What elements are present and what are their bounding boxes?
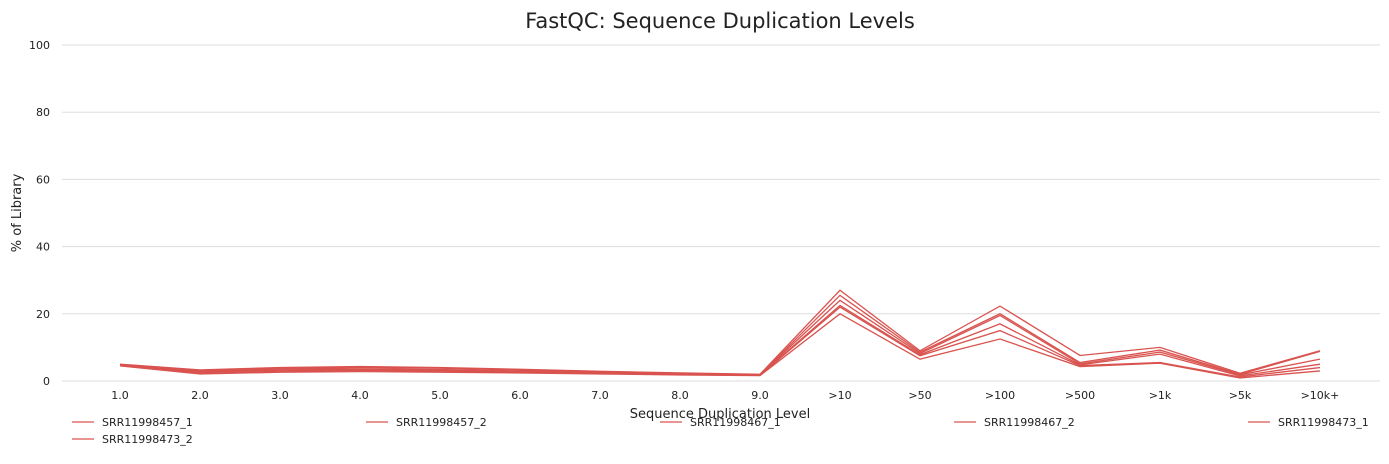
series-line-SRR11998473_2 (119, 313, 1321, 379)
series-line-SRR11998457_1 (119, 289, 1321, 375)
series-lines (119, 289, 1321, 379)
legend-item-SRR11998457_2[interactable]: SRR11998457_2 (366, 416, 487, 429)
x-axis-title: Sequence Duplication Level (630, 407, 810, 422)
legend-item-SRR11998457_1[interactable]: SRR11998457_1 (72, 416, 193, 429)
x-tick-label: 9.0 (751, 389, 769, 402)
x-tick-label: >10k+ (1301, 389, 1340, 402)
x-tick-label: >1k (1149, 389, 1172, 402)
legend-label: SRR11998457_2 (396, 416, 487, 429)
y-tick-label: 40 (36, 241, 50, 254)
x-tick-label: >5k (1229, 389, 1252, 402)
y-axis-title: % of Library (10, 173, 25, 252)
y-tick-label: 60 (36, 173, 50, 186)
gridlines (62, 44, 1380, 382)
legend-label: SRR11998467_2 (984, 416, 1075, 429)
legend-item-SRR11998473_2[interactable]: SRR11998473_2 (72, 433, 193, 446)
x-tick-label: >500 (1065, 389, 1095, 402)
y-axis-ticks: 0 20 40 60 80 100 (29, 39, 50, 388)
x-tick-label: >10 (828, 389, 851, 402)
legend-label: SRR11998457_1 (102, 416, 193, 429)
chart-title: FastQC: Sequence Duplication Levels (525, 9, 915, 33)
y-tick-label: 20 (36, 308, 50, 321)
x-tick-label: 6.0 (511, 389, 529, 402)
x-tick-label: >100 (985, 389, 1015, 402)
x-tick-label: 7.0 (591, 389, 609, 402)
y-tick-label: 0 (43, 375, 50, 388)
legend-label: SRR11998467_1 (690, 416, 781, 429)
x-tick-label: 1.0 (111, 389, 129, 402)
x-tick-label: 4.0 (351, 389, 369, 402)
legend-item-SRR11998467_2[interactable]: SRR11998467_2 (954, 416, 1075, 429)
legend-label: SRR11998473_1 (1278, 416, 1369, 429)
legend-item-SRR11998473_1[interactable]: SRR11998473_1 (1248, 416, 1369, 429)
y-tick-label: 100 (29, 39, 50, 52)
y-tick-label: 80 (36, 106, 50, 119)
series-line-SRR11998467_2 (119, 304, 1321, 377)
x-axis-ticks: 1.0 2.0 3.0 4.0 5.0 6.0 7.0 8.0 9.0 >10 >50 >100 >50… (111, 389, 1339, 402)
legend-item-SRR11998467_1[interactable]: SRR11998467_1 (660, 416, 781, 429)
x-tick-label: 8.0 (671, 389, 689, 402)
x-tick-label: >50 (908, 389, 931, 402)
x-tick-label: 2.0 (191, 389, 209, 402)
legend: SRR11998457_1 SRR11998457_2 SRR11998467_1 S… (72, 416, 1369, 446)
x-tick-label: 5.0 (431, 389, 449, 402)
x-tick-label: 3.0 (271, 389, 289, 402)
legend-label: SRR11998473_2 (102, 433, 193, 446)
series-line-SRR11998473_1 (119, 306, 1321, 378)
